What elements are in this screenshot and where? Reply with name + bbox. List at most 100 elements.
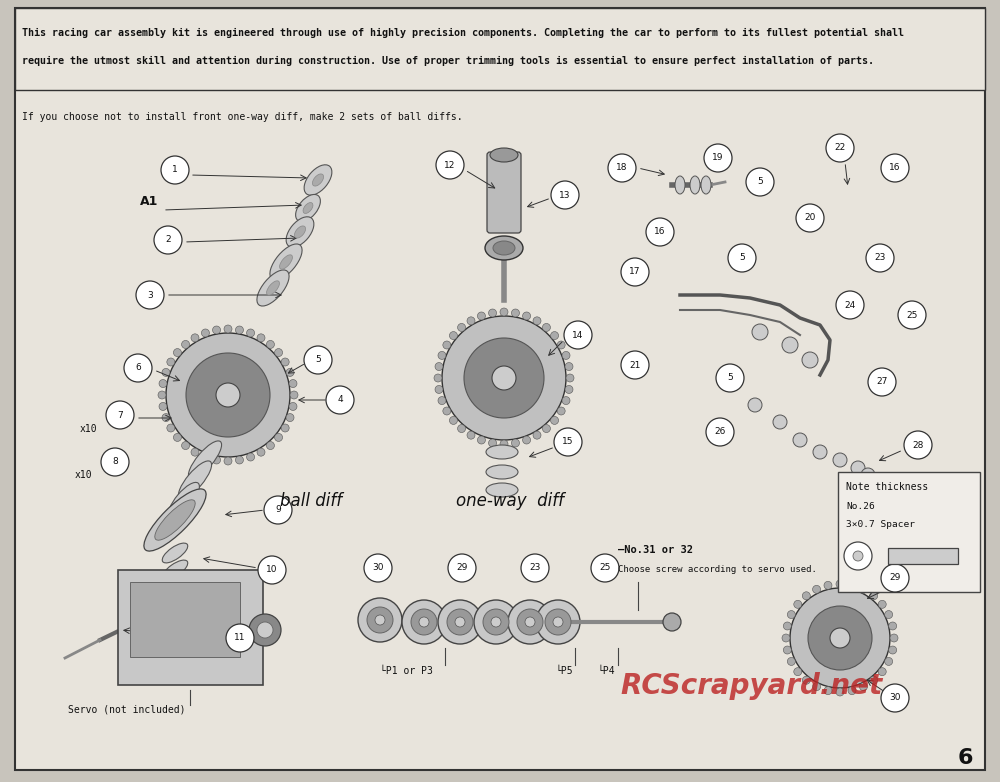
Ellipse shape <box>162 578 188 598</box>
Circle shape <box>802 676 810 684</box>
Circle shape <box>802 352 818 368</box>
Circle shape <box>289 379 297 388</box>
Circle shape <box>521 554 549 582</box>
Circle shape <box>464 338 544 418</box>
Circle shape <box>158 391 166 399</box>
Circle shape <box>826 134 854 162</box>
Ellipse shape <box>144 489 206 551</box>
Ellipse shape <box>312 174 324 186</box>
Circle shape <box>898 301 926 329</box>
FancyBboxPatch shape <box>130 582 240 657</box>
Circle shape <box>566 374 574 382</box>
Circle shape <box>290 391 298 399</box>
Text: Choose screw according to servo used.: Choose screw according to servo used. <box>618 565 817 574</box>
Circle shape <box>136 281 164 309</box>
Circle shape <box>824 687 832 694</box>
Text: Note thickness: Note thickness <box>846 482 928 492</box>
Circle shape <box>247 453 255 461</box>
FancyBboxPatch shape <box>118 570 263 685</box>
Circle shape <box>289 403 297 411</box>
Text: 19: 19 <box>712 153 724 163</box>
Ellipse shape <box>296 195 320 221</box>
Circle shape <box>467 317 475 325</box>
Circle shape <box>438 396 446 404</box>
Circle shape <box>491 617 501 627</box>
Circle shape <box>201 453 209 461</box>
Circle shape <box>591 554 619 582</box>
Circle shape <box>159 403 167 411</box>
Circle shape <box>813 586 821 594</box>
Text: 5: 5 <box>315 356 321 364</box>
Ellipse shape <box>485 236 523 260</box>
Circle shape <box>508 600 552 644</box>
Circle shape <box>281 358 289 366</box>
Circle shape <box>844 542 872 570</box>
Circle shape <box>257 334 265 342</box>
Circle shape <box>533 431 541 439</box>
Text: require the utmost skill and attention during construction. Use of proper trimmi: require the utmost skill and attention d… <box>22 56 874 66</box>
Circle shape <box>557 407 565 415</box>
Circle shape <box>866 244 894 272</box>
Circle shape <box>802 592 810 600</box>
Circle shape <box>166 333 290 457</box>
Circle shape <box>449 332 457 339</box>
Circle shape <box>173 433 181 441</box>
Circle shape <box>458 425 466 432</box>
Circle shape <box>551 417 559 425</box>
Circle shape <box>258 556 286 584</box>
Circle shape <box>783 646 791 654</box>
Circle shape <box>173 349 181 357</box>
Circle shape <box>564 321 592 349</box>
Ellipse shape <box>701 176 711 194</box>
Circle shape <box>881 684 909 712</box>
Text: 27: 27 <box>876 378 888 386</box>
Ellipse shape <box>690 176 700 194</box>
Circle shape <box>646 218 674 246</box>
Circle shape <box>836 291 864 319</box>
Text: 14: 14 <box>572 331 584 339</box>
Circle shape <box>808 606 872 670</box>
Circle shape <box>167 424 175 432</box>
Text: 7: 7 <box>117 411 123 419</box>
Ellipse shape <box>270 244 302 280</box>
Text: 28: 28 <box>912 440 924 450</box>
Circle shape <box>782 337 798 353</box>
Circle shape <box>796 204 824 232</box>
Ellipse shape <box>169 482 199 518</box>
Text: 29: 29 <box>456 564 468 572</box>
Text: If you choose not to install front one-way diff, make 2 sets of ball diffs.: If you choose not to install front one-w… <box>22 112 463 122</box>
Text: 10: 10 <box>266 565 278 575</box>
Circle shape <box>286 414 294 421</box>
Circle shape <box>249 614 281 646</box>
Ellipse shape <box>493 241 515 255</box>
Circle shape <box>474 600 518 644</box>
Text: └P4: └P4 <box>598 666 616 676</box>
Circle shape <box>375 615 385 625</box>
Text: 15: 15 <box>562 437 574 447</box>
Circle shape <box>716 364 744 392</box>
Circle shape <box>191 334 199 342</box>
Text: 3: 3 <box>147 290 153 300</box>
Circle shape <box>477 436 485 444</box>
Circle shape <box>836 580 844 588</box>
Circle shape <box>226 624 254 652</box>
Circle shape <box>364 554 392 582</box>
Circle shape <box>224 325 232 333</box>
Circle shape <box>542 425 550 432</box>
Text: 25: 25 <box>906 310 918 320</box>
Text: 29: 29 <box>889 573 901 583</box>
Circle shape <box>859 683 867 691</box>
Circle shape <box>367 607 393 633</box>
Circle shape <box>706 418 734 446</box>
Text: 5: 5 <box>727 374 733 382</box>
Circle shape <box>870 592 878 600</box>
Circle shape <box>106 401 134 429</box>
Circle shape <box>621 351 649 379</box>
Circle shape <box>304 346 332 374</box>
Circle shape <box>885 658 893 665</box>
Circle shape <box>554 428 582 456</box>
Circle shape <box>224 457 232 465</box>
Circle shape <box>436 151 464 179</box>
Circle shape <box>824 581 832 590</box>
FancyBboxPatch shape <box>838 472 980 592</box>
